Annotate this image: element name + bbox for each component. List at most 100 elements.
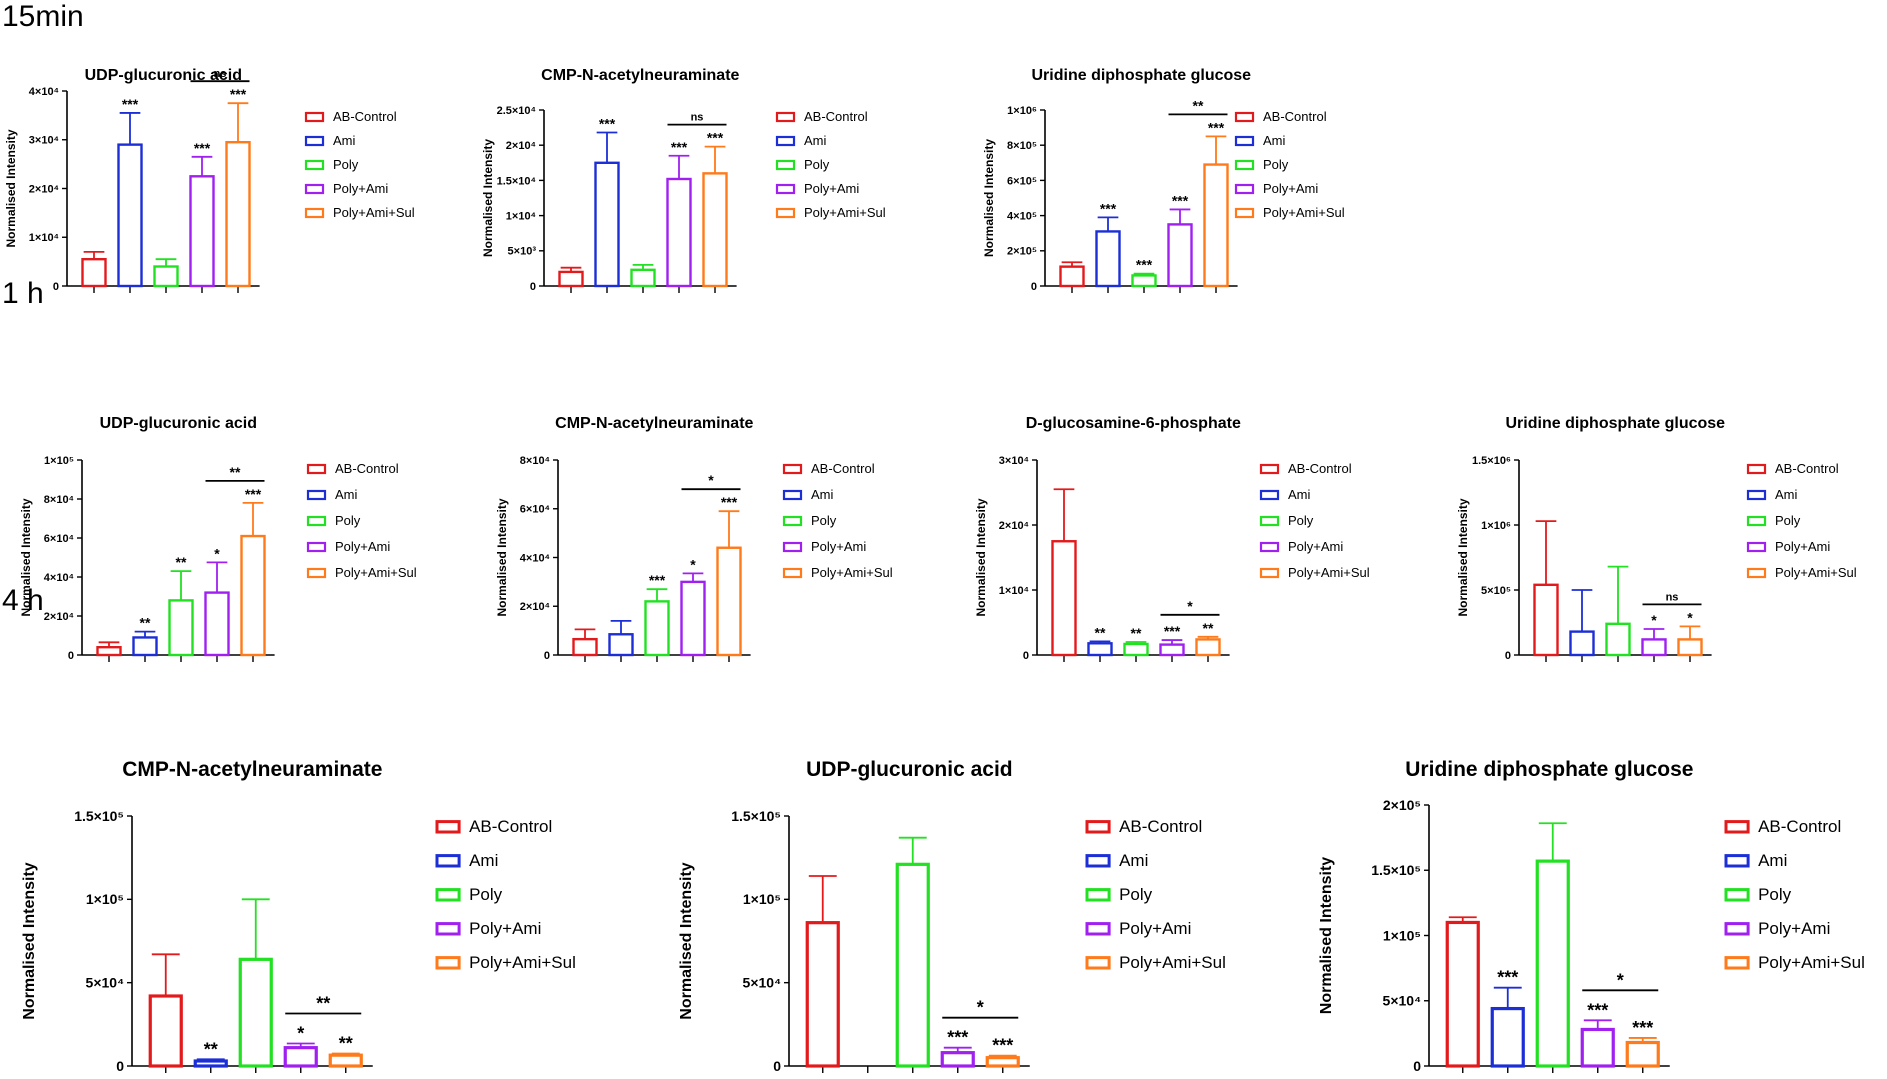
chart9-y-tick-label: 5×10⁴ — [743, 975, 782, 991]
chart4-legend-label: Poly+Ami+Sul — [335, 565, 417, 580]
chart5-legend-label: Poly — [811, 513, 837, 528]
chart3-legend-swatch-poly — [1234, 159, 1255, 171]
chart3-y-tick-label: 4×10⁵ — [1007, 210, 1037, 222]
chart2-y-tick-label: 1×10⁴ — [506, 210, 536, 222]
chart5-title: CMP-N-acetylneuraminate — [555, 415, 753, 432]
chart6-significance-label: ** — [1131, 625, 1142, 641]
chart7-bar-poly-ami — [1641, 638, 1667, 657]
chart4-significance-label: * — [214, 545, 220, 561]
chart8-y-axis-label: Normalised Intensity — [21, 862, 38, 1019]
chart7-y-tick-label: 1×10⁶ — [1481, 520, 1511, 532]
chart5-y-tick-label: 6×10⁴ — [520, 504, 550, 516]
chart9-legend-swatch-ab-control — [1085, 820, 1111, 834]
chart2-y-axis-label: Normalised Intensity — [481, 139, 495, 257]
chart1-y-tick-label: 4×10⁴ — [29, 86, 59, 98]
chart7-bracket-label: ns — [1666, 591, 1679, 603]
chart4-significance-label: ** — [140, 615, 151, 631]
chart5-significance-label: *** — [721, 494, 738, 510]
chart5-y-tick-label: 4×10⁴ — [520, 552, 550, 564]
chart9-y-axis-label: Normalised Intensity — [678, 862, 695, 1019]
chart3-bar-ami — [1095, 230, 1121, 288]
chart5-bar-poly — [644, 600, 670, 657]
chart9-legend-swatch-ami — [1085, 854, 1111, 868]
chart10-bar-ab-control — [1445, 920, 1480, 1068]
chart7-legend-label: Poly+Ami — [1775, 539, 1830, 554]
chart9-legend-label: Poly+Ami — [1119, 919, 1191, 938]
chart4-y-tick-label: 0 — [68, 650, 74, 662]
chart10-y-tick-label: 1×10⁵ — [1383, 927, 1421, 943]
chart1-y-tick-label: 0 — [53, 281, 59, 293]
chart8-legend-swatch-poly-ami-sul — [435, 956, 461, 970]
chart9-legend-swatch-poly-ami — [1085, 922, 1111, 936]
chart7-y-tick-label: 0 — [1505, 650, 1511, 662]
chart10-legend-swatch-poly-ami — [1724, 922, 1750, 936]
chart3-bracket-label: ** — [1193, 97, 1204, 113]
chart8-bar-poly-ami-sul — [328, 1053, 363, 1068]
chart10-y-tick-label: 1.5×10⁵ — [1371, 862, 1421, 878]
chart9-bar-poly-ami — [940, 1051, 975, 1068]
chart6-significance-label: *** — [1164, 623, 1181, 639]
chart5-legend-swatch-poly-ami — [782, 541, 803, 553]
chart7-legend-label: Poly+Ami+Sul — [1775, 565, 1857, 580]
chart6-bar-poly-ami — [1159, 643, 1185, 657]
chart6-y-axis-label: Normalised Intensity — [974, 498, 988, 616]
chart4-y-tick-label: 4×10⁴ — [44, 572, 74, 584]
chart8-bar-poly-ami — [283, 1046, 318, 1068]
chart8-legend-swatch-poly — [435, 888, 461, 902]
chart4-bar-ami — [132, 636, 158, 657]
chart1-legend-label: AB-Control — [333, 109, 397, 124]
chart8-y-tick-label: 1×10⁵ — [86, 891, 124, 907]
chart1-legend-swatch-poly-ami-sul — [304, 207, 325, 219]
chart9-significance-label: *** — [947, 1028, 968, 1048]
chart2-y-tick-label: 2×10⁴ — [506, 140, 536, 152]
chart9-legend-swatch-poly — [1085, 888, 1111, 902]
chart5-legend-swatch-ami — [782, 489, 803, 501]
chart6-significance-label: ** — [1095, 624, 1106, 640]
chart5-significance-label: *** — [649, 572, 666, 588]
chart3-legend-label: AB-Control — [1263, 109, 1327, 124]
chart1-significance-label: *** — [194, 140, 211, 156]
chart2-title: CMP-N-acetylneuraminate — [541, 67, 739, 84]
chart7-bar-poly-ami-sul — [1677, 638, 1703, 657]
chart2-bar-poly — [630, 268, 656, 288]
chart2-y-tick-label: 1.5×10⁴ — [497, 175, 536, 187]
chart6-legend-swatch-poly — [1259, 515, 1280, 527]
chart9-title: UDP-glucuronic acid — [806, 758, 1013, 781]
chart6-legend-swatch-ab-control — [1259, 463, 1280, 475]
chart4-bar-poly-ami-sul — [240, 534, 266, 657]
chart2-y-tick-label: 5×10³ — [508, 246, 537, 258]
chart2-legend-label: AB-Control — [804, 109, 868, 124]
chart10-significance-label: *** — [1497, 968, 1518, 988]
chart2-bracket-label: ns — [691, 112, 704, 124]
section-label-1h: 1 h — [2, 277, 44, 310]
chart7-legend-label: Ami — [1775, 487, 1798, 502]
chart5-significance-label: * — [690, 556, 696, 572]
chart9-y-tick-label: 1.5×10⁵ — [731, 808, 781, 824]
chart10-legend-label: AB-Control — [1758, 817, 1841, 836]
chart1-bar-poly — [153, 265, 179, 288]
chart8-title: CMP-N-acetylneuraminate — [122, 758, 382, 781]
chart9-legend-label: AB-Control — [1119, 817, 1202, 836]
chart8-y-tick-label: 5×10⁴ — [86, 975, 125, 991]
chart4-significance-label: ** — [176, 554, 187, 570]
chart6-y-tick-label: 1×10⁴ — [999, 585, 1029, 597]
chart7-significance-label: * — [1687, 609, 1693, 625]
chart3-bar-poly — [1131, 274, 1157, 288]
chart9-bar-ab-control — [805, 921, 840, 1068]
chart2-y-tick-label: 0 — [530, 281, 536, 293]
chart2-legend-label: Poly+Ami — [804, 181, 859, 196]
chart3-legend-swatch-poly-ami — [1234, 183, 1255, 195]
chart10-bracket-label: * — [1617, 970, 1624, 990]
chart1-y-tick-label: 2×10⁴ — [29, 183, 59, 195]
chart3-legend-label: Poly — [1263, 157, 1289, 172]
chart9-bar-poly — [895, 862, 930, 1068]
chart5-bar-poly-ami — [680, 580, 706, 657]
chart5-legend-label: Poly+Ami+Sul — [811, 565, 893, 580]
chart4-legend-label: Poly+Ami — [335, 539, 390, 554]
chart2-legend-label: Ami — [804, 133, 827, 148]
chart8-significance-label: ** — [339, 1034, 353, 1054]
chart10-legend-label: Ami — [1758, 851, 1787, 870]
chart5-bar-poly-ami-sul — [716, 546, 742, 657]
chart9-legend-swatch-poly-ami-sul — [1085, 956, 1111, 970]
chart4-legend-swatch-poly — [306, 515, 327, 527]
